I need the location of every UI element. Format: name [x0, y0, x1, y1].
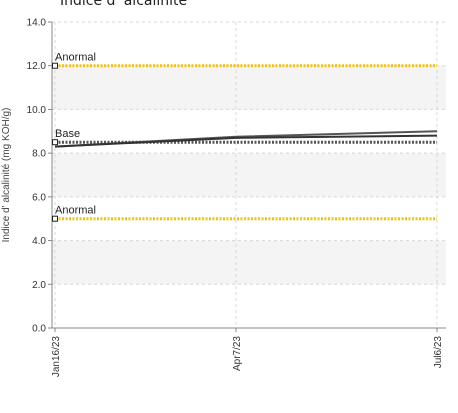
grid-band: [52, 240, 446, 285]
y-tick-label: 12.0: [27, 61, 47, 72]
y-tick-label: 14.0: [27, 18, 47, 29]
background-bands: [52, 65, 446, 285]
y-tick-label: 2.0: [32, 280, 46, 291]
y-tick-label: 6.0: [32, 192, 46, 203]
x-ticks: Jan16/23 Apr7/23 Jul6/23: [51, 328, 444, 377]
y-tick-label: 8.0: [32, 149, 46, 160]
reference-label: Base: [55, 128, 80, 140]
reference-marker: [52, 215, 58, 222]
reference-marker: [52, 62, 58, 69]
y-tick-label: 4.0: [32, 236, 46, 247]
axes: [51, 22, 446, 329]
reference-label: Anormal: [55, 52, 96, 64]
chart-title: Indice d' alcalinité: [60, 0, 188, 9]
grid-band: [52, 65, 446, 110]
series-line: [54, 134, 438, 148]
x-tick-label: Apr7/23: [232, 336, 243, 371]
reference-label: Anormal: [55, 205, 96, 217]
y-axis-label: Indice d' alcalinité (mg KOH/g): [1, 108, 12, 243]
y-tick-label: 10.0: [27, 105, 47, 116]
grid-lines: [52, 21, 446, 328]
y-ticks: 0.0 2.0 4.0 6.0 8.0 10.0 12.0 14.0: [27, 18, 52, 335]
reference-marker: [52, 139, 58, 146]
y-tick-label: 0.0: [32, 324, 46, 335]
series-lines: [54, 130, 438, 148]
x-tick-label: Jul6/23: [433, 336, 444, 369]
x-tick-label: Jan16/23: [51, 336, 62, 378]
grid-band: [52, 153, 446, 197]
